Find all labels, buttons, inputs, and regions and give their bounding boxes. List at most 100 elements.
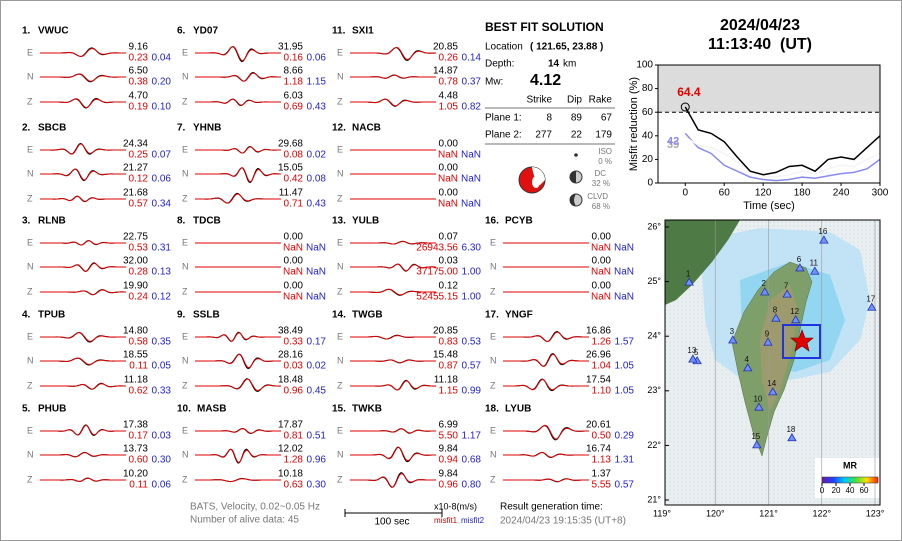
planes: Plane 1: 8 89 67 Plane 2: 277 22 179 bbox=[485, 113, 612, 141]
component: Z bbox=[182, 380, 188, 390]
misfit1: 0.60 bbox=[129, 455, 149, 466]
misfit2: 0.43 bbox=[307, 102, 327, 113]
amplitude: 0.00 bbox=[284, 232, 304, 243]
waveform-synthetic bbox=[350, 359, 436, 364]
beachball-part bbox=[532, 176, 540, 188]
component: N bbox=[27, 449, 34, 459]
alive-count: Number of alive data: 45 bbox=[190, 515, 299, 526]
amplitude: 0.00 bbox=[284, 281, 304, 292]
iso-label: ISO bbox=[598, 147, 612, 156]
annotation: 64.4 bbox=[677, 85, 701, 99]
x-tick-label: 60 bbox=[719, 188, 731, 199]
mw-label: Mw: bbox=[485, 77, 503, 88]
lat-label: 21° bbox=[647, 494, 661, 504]
misfit2: 0.30 bbox=[307, 480, 327, 491]
waveform-synthetic bbox=[195, 378, 281, 392]
component: E bbox=[182, 331, 188, 341]
misfit1: 0.69 bbox=[284, 102, 304, 113]
misfit1: 0.08 bbox=[284, 150, 304, 161]
amplitude: 0.00 bbox=[592, 281, 612, 292]
amplitude: 17.38 bbox=[123, 420, 148, 431]
misfit1: 0.26 bbox=[439, 53, 459, 64]
mainland bbox=[665, 220, 740, 305]
misfit1: 37175.00 bbox=[416, 267, 458, 278]
misfit1: 0.17 bbox=[129, 431, 149, 442]
component: N bbox=[337, 449, 344, 459]
plane-value: 22 bbox=[571, 130, 583, 141]
component: E bbox=[182, 47, 188, 57]
station-number: 7. bbox=[177, 123, 186, 134]
plot-frame bbox=[657, 64, 881, 184]
misfit1: 1.26 bbox=[592, 337, 612, 348]
epicenter-box bbox=[782, 324, 821, 359]
lat-label: 22° bbox=[647, 440, 661, 450]
component: E bbox=[27, 425, 33, 435]
component: Z bbox=[182, 286, 188, 296]
waveform-synthetic bbox=[350, 334, 436, 340]
waveform-synthetic bbox=[40, 289, 126, 296]
component: N bbox=[182, 261, 189, 271]
threshold-region bbox=[658, 65, 880, 113]
station-marker bbox=[819, 235, 829, 244]
solution-panel: BEST FIT SOLUTION Location ( 121.65, 23.… bbox=[485, 20, 615, 211]
misfit2: 0.43 bbox=[307, 199, 327, 210]
misfit1: 1.18 bbox=[284, 77, 304, 88]
plane-value: 89 bbox=[571, 113, 583, 124]
station-name: YULB bbox=[352, 216, 379, 227]
station-number: 9. bbox=[177, 310, 186, 321]
misfit1: 0.96 bbox=[439, 480, 459, 491]
misfit2: 0.02 bbox=[307, 361, 327, 372]
misfit2: NaN bbox=[614, 267, 634, 278]
component: Z bbox=[27, 380, 33, 390]
waveform-synthetic bbox=[40, 357, 126, 366]
x-tick-label: 180 bbox=[794, 188, 811, 199]
amplitude: 6.50 bbox=[129, 66, 149, 77]
station-name: TWKB bbox=[352, 404, 382, 415]
component: N bbox=[27, 355, 34, 365]
lon-label: 120° bbox=[706, 508, 725, 518]
misfit2-legend: misfit2 bbox=[461, 516, 485, 525]
table-header: Strike bbox=[526, 95, 552, 106]
footer: BATS, Velocity, 0.02~0.05 Hz Number of a… bbox=[190, 501, 626, 527]
component: E bbox=[490, 237, 496, 247]
component: N bbox=[490, 355, 497, 365]
station-number: 15. bbox=[332, 404, 346, 415]
result-label: Result generation time: bbox=[500, 502, 603, 513]
misfit2: 0.30 bbox=[152, 455, 172, 466]
x-tick-label: 120 bbox=[755, 188, 772, 199]
misfit2: 1.15 bbox=[307, 77, 327, 88]
misfit2: 0.08 bbox=[307, 174, 327, 185]
component: N bbox=[182, 355, 189, 365]
misfit1: 0.42 bbox=[284, 174, 304, 185]
component: Z bbox=[182, 474, 188, 484]
misfit1: NaN bbox=[591, 292, 611, 303]
misfit1: 0.16 bbox=[284, 53, 304, 64]
colorbar-tick-label: 20 bbox=[832, 486, 841, 495]
component: Z bbox=[337, 286, 343, 296]
station-label: 7 bbox=[784, 281, 789, 290]
station-label: 2 bbox=[762, 279, 767, 288]
misfit2: 0.82 bbox=[462, 102, 482, 113]
misfit1: 0.62 bbox=[129, 386, 149, 397]
misfit1: 0.03 bbox=[284, 361, 304, 372]
station-number: 5. bbox=[22, 404, 31, 415]
component: Z bbox=[27, 474, 33, 484]
amplitude: 10.18 bbox=[278, 469, 303, 480]
station-name: RLNB bbox=[38, 216, 66, 227]
station-name: TWGB bbox=[352, 310, 383, 321]
component: N bbox=[337, 355, 344, 365]
component: N bbox=[182, 449, 189, 459]
misfit2: 1.00 bbox=[462, 292, 482, 303]
amplitude: 4.48 bbox=[439, 91, 459, 102]
waveform-synthetic bbox=[195, 478, 281, 483]
station-name: SXI1 bbox=[352, 26, 374, 37]
colorbar-title: MR bbox=[843, 460, 857, 470]
station-name: PCYB bbox=[505, 216, 533, 227]
component: Z bbox=[490, 380, 496, 390]
amplitude: 11.47 bbox=[279, 188, 304, 199]
component: N bbox=[27, 261, 34, 271]
misfit1: 0.23 bbox=[129, 53, 149, 64]
amplitude: 0.00 bbox=[439, 188, 459, 199]
misfit-line bbox=[684, 106, 881, 176]
station-number: 10. bbox=[177, 404, 191, 415]
